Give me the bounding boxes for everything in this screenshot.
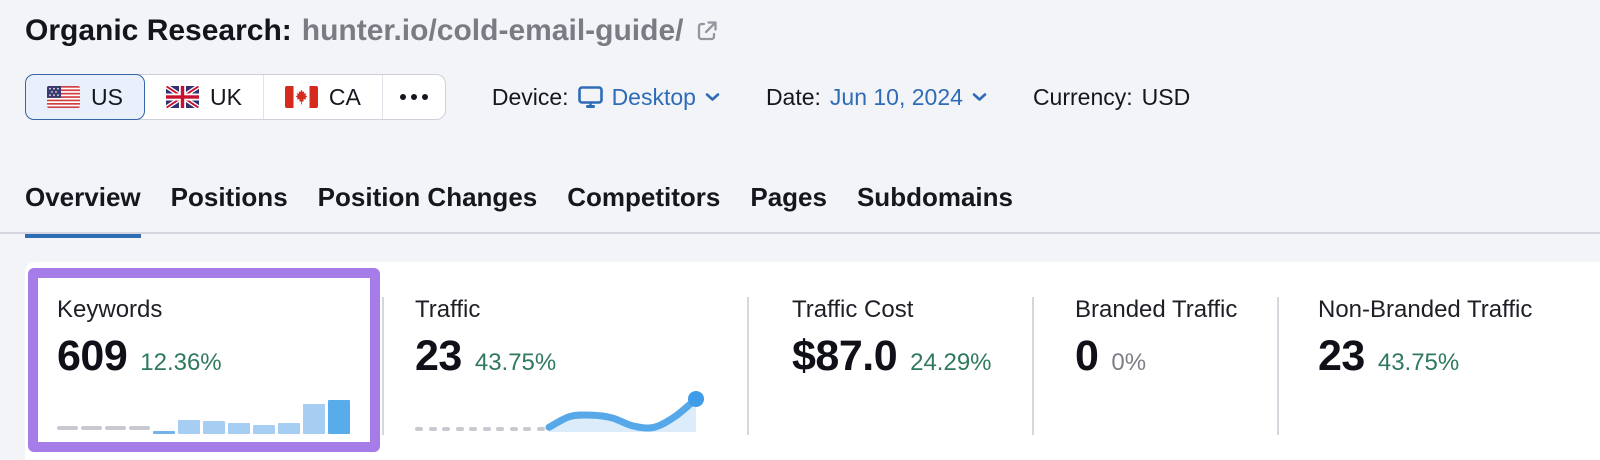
country-label: US <box>91 83 123 110</box>
page-title-target-url: hunter.io/cold-email-guide/ <box>301 14 684 47</box>
uk-flag-icon <box>165 86 199 108</box>
card-change: 43.75% <box>474 349 557 376</box>
card-change: 24.29% <box>910 349 992 376</box>
card-label: Keywords <box>57 296 163 323</box>
date-dropdown[interactable]: Jun 10, 2024 <box>830 84 987 111</box>
device-filter-value: Desktop <box>611 83 696 110</box>
country-tab-uk[interactable]: UK <box>145 75 264 119</box>
currency-filter-label: Currency: <box>1032 83 1133 110</box>
card-value: $87.0 <box>792 332 898 380</box>
traffic-line-path <box>545 395 700 432</box>
currency-filter: Currency: USD <box>1033 84 1190 111</box>
tab-positions[interactable]: Positions <box>170 182 288 212</box>
card-divider <box>1277 297 1279 435</box>
country-label: CA <box>328 83 361 110</box>
page-title-prefix: Organic Research: <box>25 14 292 47</box>
tabs-divider-line <box>0 232 1600 234</box>
traffic-endpoint-dot <box>688 390 704 407</box>
card-label: Branded Traffic <box>1075 296 1238 323</box>
card-value: 23 <box>1318 332 1365 380</box>
tab-overview[interactable]: Overview <box>25 182 141 238</box>
date-filter: Date: Jun 10, 2024 <box>766 84 987 111</box>
tab-subdomains[interactable]: Subdomains <box>856 182 1013 212</box>
card-value: 609 <box>57 332 128 380</box>
card-divider <box>382 297 384 435</box>
metric-card-traffic-cost[interactable]: Traffic Cost $87.0 24.29% <box>792 296 992 380</box>
traffic-area-path <box>549 398 696 432</box>
tab-competitors[interactable]: Competitors <box>567 182 721 212</box>
tab-position-changes[interactable]: Position Changes <box>317 182 538 212</box>
card-label: Traffic Cost <box>792 296 914 323</box>
metric-card-keywords[interactable]: Keywords 609 12.36% <box>57 296 350 434</box>
device-filter: Device: Desktop <box>492 84 720 111</box>
date-filter-label: Date: <box>765 83 821 110</box>
chevron-down-icon <box>705 93 720 101</box>
country-label: UK <box>209 83 242 110</box>
card-label: Non-Branded Traffic <box>1318 296 1533 323</box>
card-value: 23 <box>415 332 462 380</box>
ellipsis-icon <box>410 94 417 100</box>
keywords-trend-chart <box>57 386 357 434</box>
card-label: Traffic <box>415 296 481 323</box>
external-link-icon[interactable] <box>695 19 719 43</box>
chevron-down-icon <box>972 93 987 101</box>
ellipsis-icon <box>399 94 406 100</box>
country-tab-us[interactable]: US <box>25 74 145 120</box>
report-tabs: Overview Positions Position Changes Comp… <box>25 182 1013 238</box>
card-change: 12.36% <box>140 349 222 376</box>
ca-flag-icon <box>284 86 318 108</box>
traffic-nodata-dashes <box>415 427 545 431</box>
currency-filter-value: USD <box>1141 83 1191 110</box>
desktop-monitor-icon <box>577 85 603 108</box>
more-countries-button[interactable] <box>383 75 445 119</box>
date-filter-value: Jun 10, 2024 <box>829 83 963 110</box>
tab-pages[interactable]: Pages <box>750 182 827 212</box>
page-title: Organic Research: hunter.io/cold-email-g… <box>25 14 719 48</box>
card-change: 43.75% <box>1377 349 1460 376</box>
us-flag-icon <box>47 86 80 108</box>
device-dropdown[interactable]: Desktop <box>577 83 720 111</box>
device-filter-label: Device: <box>491 83 569 110</box>
ellipsis-icon <box>421 94 428 100</box>
metric-card-branded-traffic[interactable]: Branded Traffic 0 0% <box>1075 296 1238 380</box>
card-divider <box>1032 297 1034 435</box>
country-selector: US UK <box>25 74 446 120</box>
metric-card-non-branded-traffic[interactable]: Non-Branded Traffic 23 43.75% <box>1318 296 1533 380</box>
filter-row: US UK <box>25 74 1190 120</box>
card-divider <box>747 297 749 435</box>
traffic-trend-chart <box>545 390 704 432</box>
country-tab-ca[interactable]: CA <box>264 75 383 119</box>
metric-card-traffic[interactable]: Traffic 23 43.75% <box>415 296 704 432</box>
card-change: 0% <box>1111 349 1147 376</box>
card-value: 0 <box>1075 332 1099 380</box>
